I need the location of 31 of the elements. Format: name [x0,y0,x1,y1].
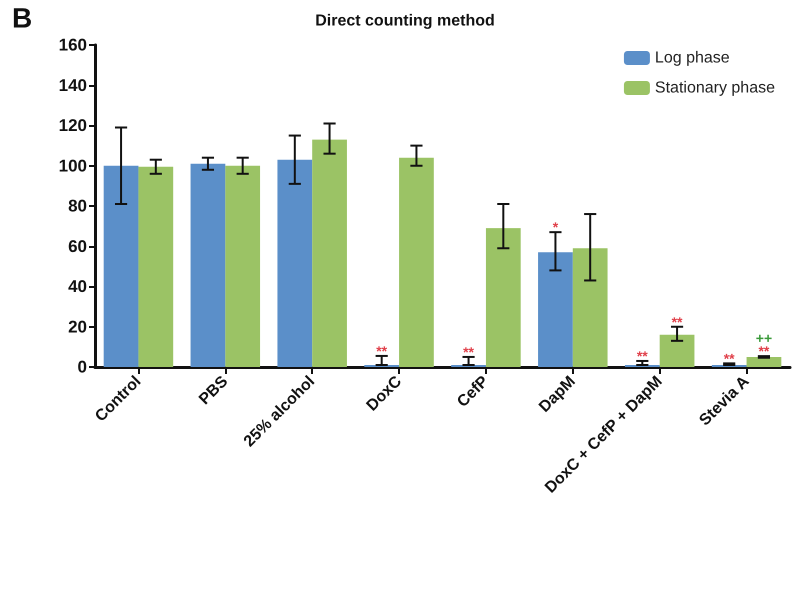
annotation: ** [463,344,475,360]
bar [312,140,347,367]
y-tick-label: 40 [68,277,87,296]
y-tick-label: 140 [58,76,87,95]
legend-label: Log phase [654,50,730,66]
y-tick-label: 20 [68,317,87,336]
y-tick-label: 80 [68,196,87,216]
annotation: ** [724,350,736,366]
y-tick-label: 120 [58,116,87,135]
text: B [12,2,32,34]
y-tick-label: 60 [68,236,87,256]
y-tick-label: 160 [58,36,87,54]
bar [660,334,694,367]
y-tick-label: 100 [58,156,87,176]
annotation: ** [672,314,684,330]
bar [138,166,174,367]
legend-label: Stationary phase [654,80,776,96]
annotation: ** [376,342,388,359]
chart-title: Direct counting method [315,12,495,30]
annotation: ** [636,348,648,364]
y-tick-label: 0 [78,358,87,376]
bar [538,252,573,367]
bar [486,228,521,367]
bar [399,158,434,367]
bar [746,356,782,367]
bar [225,166,260,367]
annotation: * [552,219,559,236]
bar [104,166,138,367]
bar [572,248,608,367]
bar [277,160,312,367]
bar [190,164,226,367]
